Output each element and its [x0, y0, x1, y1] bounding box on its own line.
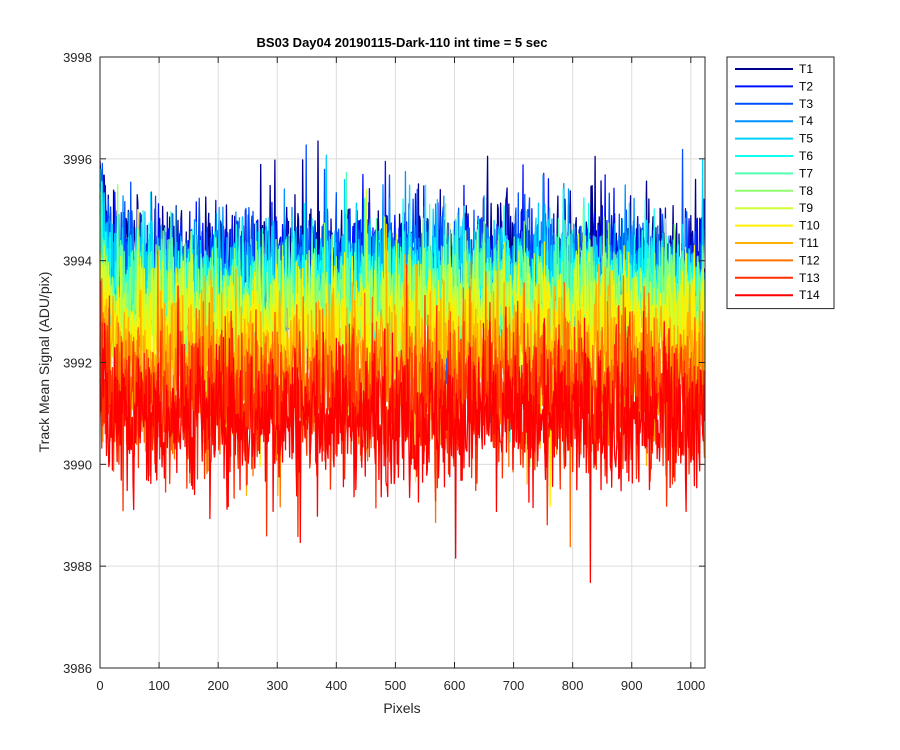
chart-title: BS03 Day04 20190115-Dark-110 int time = …: [257, 35, 548, 50]
x-tick-label: 600: [444, 678, 466, 693]
x-tick-label: 700: [503, 678, 525, 693]
y-tick-label: 3992: [63, 356, 92, 371]
legend-label: T9: [799, 201, 813, 215]
legend-label: T8: [799, 184, 813, 198]
legend-label: T10: [799, 219, 820, 233]
ticks: 0 100 200 300 400 500 600 700 800 900 1000 3986 3988…: [63, 50, 705, 693]
x-tick-label: 900: [621, 678, 643, 693]
y-axis-label: Track Mean Signal (ADU/pix): [36, 272, 52, 453]
y-tick-label: 3996: [63, 152, 92, 167]
legend-label: T11: [799, 236, 819, 250]
y-tick-label: 3994: [63, 254, 92, 269]
y-tick-label: 3986: [63, 661, 92, 676]
y-tick-label: 3990: [63, 457, 92, 472]
x-tick-label: 1000: [676, 678, 705, 693]
legend-label: T6: [799, 149, 813, 163]
legend-label: T2: [799, 79, 813, 93]
x-tick-label: 200: [207, 678, 229, 693]
legend-label: T5: [799, 132, 813, 146]
series-line-t14: [99, 285, 706, 584]
legend-label: T4: [799, 114, 813, 128]
x-tick-label: 400: [325, 678, 347, 693]
x-tick-label: 0: [96, 678, 103, 693]
y-tick-label: 3988: [63, 559, 92, 574]
legend-label: T14: [799, 288, 820, 302]
y-tick-label: 3998: [63, 50, 92, 65]
x-tick-label: 300: [266, 678, 288, 693]
series-layer: [99, 140, 706, 584]
x-tick-label: 100: [148, 678, 170, 693]
legend-label: T7: [799, 166, 813, 180]
legend-label: T12: [799, 253, 820, 267]
legend: T1 T2 T3 T4 T5 T6 T7 T8 T9 T10 T11 T12 T13 T14: [726, 56, 835, 310]
legend-box: [726, 56, 835, 310]
legend-label: T13: [799, 271, 820, 285]
legend-label: T1: [799, 62, 813, 76]
x-tick-label: 800: [562, 678, 584, 693]
x-axis-label: Pixels: [383, 700, 420, 716]
series-line-t11: [99, 223, 706, 497]
x-tick-label: 500: [385, 678, 407, 693]
legend-label: T3: [799, 97, 813, 111]
